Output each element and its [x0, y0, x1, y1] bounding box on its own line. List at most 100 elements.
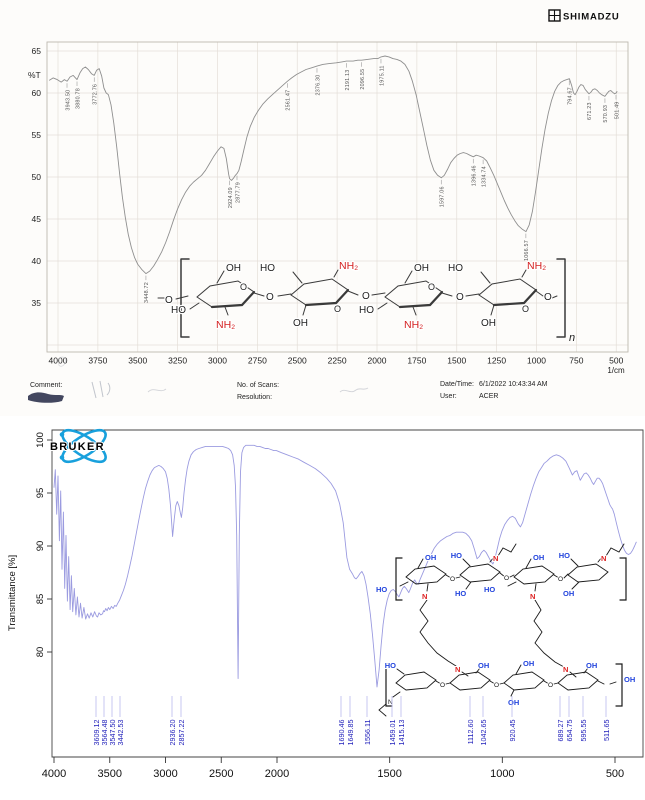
peak-wavenumber-label: 2191.13: [345, 70, 351, 91]
ring-oxygen-label: O: [334, 304, 341, 314]
nitrogen-label: N: [422, 592, 427, 601]
pencil-mark: [91, 380, 111, 399]
resolution-label: Resolution:: [237, 394, 272, 401]
peak-wavenumber-label: 1396.46: [472, 165, 478, 186]
y-tick-label: 45: [32, 214, 42, 224]
hydroxyl-label: OH: [293, 318, 308, 329]
amine-label: NH₂: [404, 319, 423, 331]
hydroxyl-label: HO: [171, 305, 186, 316]
peak-wavenumber-label: 3442.53: [116, 720, 125, 746]
peak-wavenumber-label: 3609.12: [92, 720, 101, 746]
y-tick-label: 35: [32, 298, 42, 308]
x-tick-label: 4000: [49, 356, 68, 366]
x-tick-label: 750: [569, 356, 583, 366]
glycosidic-oxygen-label: O: [548, 682, 553, 689]
ring-oxygen-label: O: [428, 282, 435, 292]
hydroxyl-label: OH: [414, 263, 429, 274]
top-panel-background: [0, 0, 645, 416]
bruker-logo-dot: [59, 455, 65, 460]
peak-wavenumber-label: 2096.55: [360, 69, 366, 90]
x-tick-label: 3500: [128, 356, 147, 366]
y-tick-label: 100: [35, 432, 46, 448]
x-tick-label: 3250: [168, 356, 187, 366]
peak-wavenumber-label: 1415.13: [397, 720, 406, 746]
peak-wavenumber-label: 1066.57: [524, 240, 530, 261]
pencil-mark: [147, 388, 167, 393]
y-tick-label: 95: [35, 488, 46, 499]
peak-wavenumber-label: 2877.79: [235, 182, 241, 203]
bottom-peak-annotations: 3609.12 3564.48 3547.50 3442.53 2936.20 2857.…: [92, 696, 611, 745]
y-tick-label: 90: [35, 541, 46, 552]
datetime-value: 6/1/2022 10:43:34 AM: [479, 381, 548, 388]
amine-label: NH₂: [527, 260, 546, 272]
glycosidic-oxygen-label: O: [456, 292, 464, 303]
glycosidic-oxygen-label: O: [558, 576, 563, 583]
chain-oxygen-label: O: [544, 292, 552, 303]
hydroxyl-label: OH: [624, 675, 635, 684]
y-tick-label: 65: [32, 46, 42, 56]
peak-wavenumber-label: 1690.46: [337, 720, 346, 746]
x-tick-label: 3500: [98, 768, 122, 780]
hydroxyl-label: OH: [563, 589, 574, 598]
peak-wavenumber-label: 2857.22: [177, 720, 186, 746]
hydroxyl-label: OH: [226, 263, 241, 274]
peak-wavenumber-label: 3880.78: [75, 88, 81, 109]
x-tick-label: 2500: [209, 768, 233, 780]
scans-label: No. of Scans:: [237, 382, 279, 389]
nitrogen-label: N: [563, 665, 568, 674]
peak-wavenumber-label: 595.55: [579, 719, 588, 741]
x-tick-label: 2000: [265, 768, 289, 780]
hydroxyl-label: OH: [523, 659, 534, 668]
shimadzu-brand-text: SHIMADZU: [563, 12, 620, 23]
x-tick-label: 1500: [447, 356, 466, 366]
bottom-y-axis-label: Transmittance [%]: [7, 555, 18, 631]
x-tick-label: 1250: [487, 356, 506, 366]
crosslinked-hydroxyl-labels: OH HO HO HO OH HO HO OH HO OH OH OH OH O…: [375, 550, 636, 708]
chain-oxygen-label: O: [165, 295, 173, 306]
glycosidic-oxygen-label: O: [450, 576, 455, 583]
x-tick-label: 1500: [377, 768, 401, 780]
bruker-logo: BRUKER: [49, 428, 107, 464]
y-tick-label: 55: [32, 130, 42, 140]
x-tick-label: 2250: [328, 356, 347, 366]
nitrogen-label: N: [455, 665, 460, 674]
hydroxyl-label: OH: [533, 553, 544, 562]
hydroxyl-label: OH: [481, 318, 496, 329]
bruker-brand-text: BRUKER: [50, 441, 105, 453]
peak-wavenumber-label: 1334.74: [481, 166, 487, 187]
pencil-mark: [339, 387, 369, 393]
bruker-logo-dot: [59, 432, 65, 437]
user-label: User:: [440, 393, 457, 400]
peak-wavenumber-label: 3943.50: [65, 90, 71, 111]
user-value: ACER: [479, 393, 498, 400]
crosslinked-nitrogen-labels: N N N N N N: [421, 553, 607, 675]
x-tick-label: 3750: [88, 356, 107, 366]
plot-frame: [46, 41, 629, 353]
hydroxyl-label: HO: [260, 263, 275, 274]
ring-oxygen-label: O: [240, 282, 247, 292]
x-tick-label: 2750: [248, 356, 267, 366]
peak-wavenumber-label: 511.65: [602, 720, 611, 741]
chitosan-bonds: [157, 258, 566, 338]
nitrogen-label: N: [530, 592, 535, 601]
spectrum-trace: [53, 444, 637, 688]
chitosan-atom-labels: OH HO O O O HO OH O O OH HO O O HO OH O …: [164, 262, 575, 344]
glycosidic-oxygen-label: O: [362, 291, 370, 302]
bruker-logo-icon: [61, 428, 107, 464]
peak-wavenumber-label: 2376.30: [315, 75, 321, 96]
peak-wavenumber-label: 1556.11: [363, 720, 372, 745]
peak-wavenumber-label: 654.75: [565, 719, 574, 741]
glycosidic-oxygen-label: O: [266, 292, 274, 303]
x-tick-label: 3000: [153, 768, 177, 780]
x-tick-label: 1000: [490, 768, 514, 780]
shimadzu-spectrum-panel: SHIMADZU 4000 3750 3500 3250 3000 2750 2500 225…: [0, 0, 645, 416]
bottom-plot-frame: [51, 429, 644, 758]
hydroxyl-label: HO: [385, 661, 396, 670]
x-tick-label: 1000: [527, 356, 546, 366]
scan-artifacts: [28, 356, 369, 403]
x-tick-label: 500: [609, 356, 623, 366]
hydroxyl-label: HO: [376, 585, 387, 594]
hydroxyl-label: HO: [448, 263, 463, 274]
peak-wavenumber-label: 689.27: [556, 719, 565, 741]
x-tick-label: 2500: [288, 356, 307, 366]
